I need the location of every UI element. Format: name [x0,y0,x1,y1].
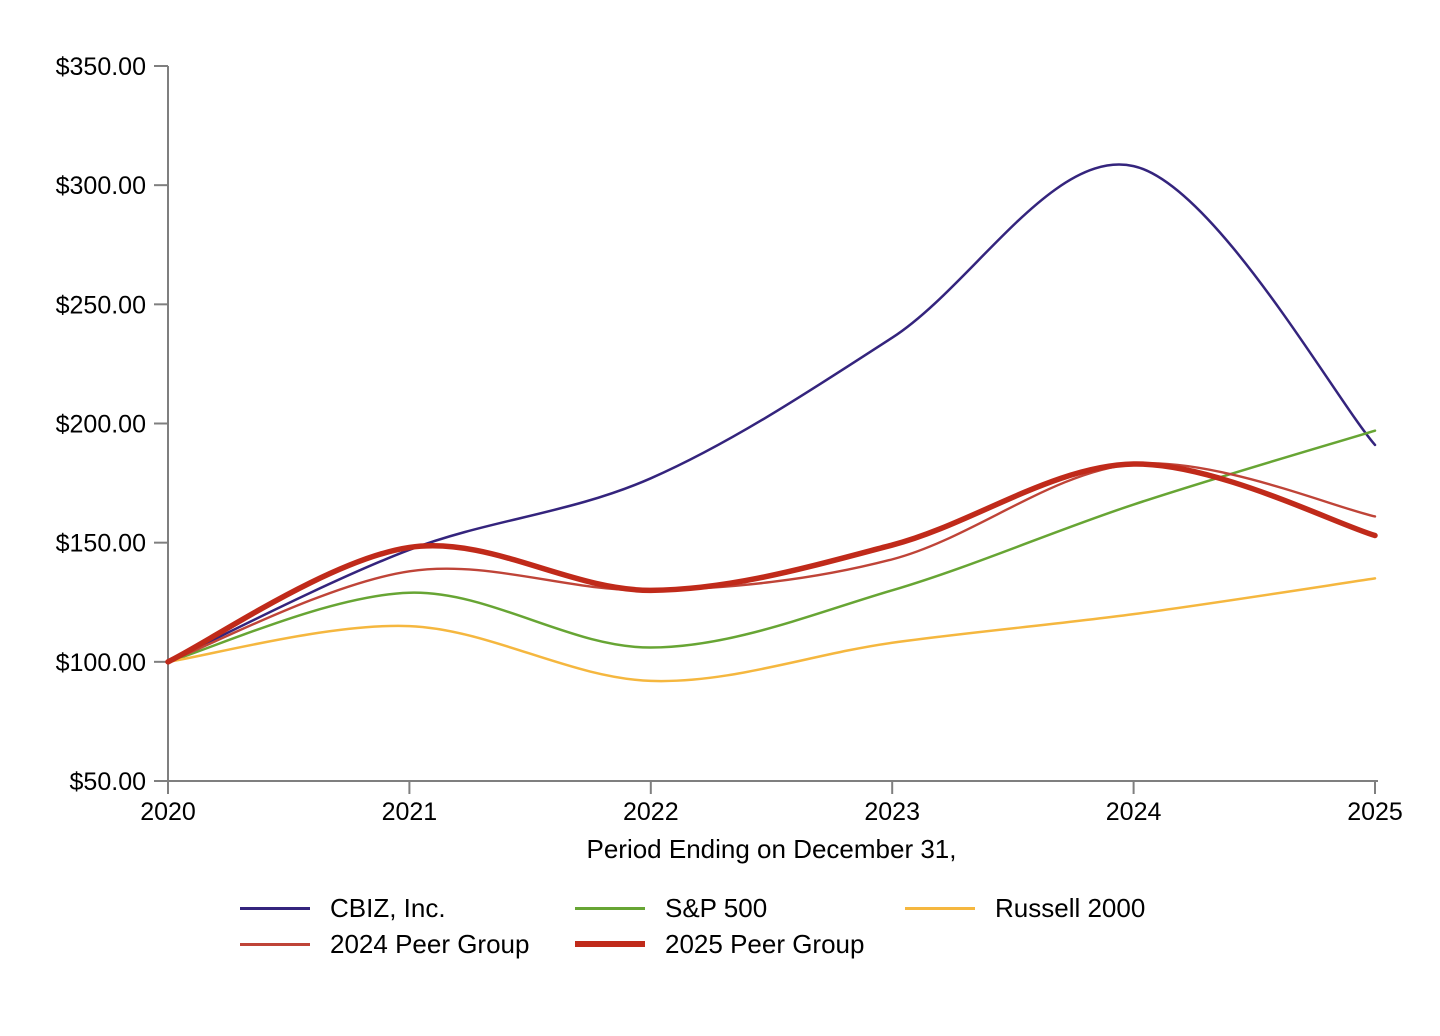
series-line-sp500 [166,429,1377,664]
series-group [165,163,1378,683]
x-tick-label: 2022 [623,798,679,826]
y-tick-label: $250.00 [56,291,146,319]
legend-item-russell-2000: Russell 2000 [905,893,1325,923]
legend-swatch-cbiz [240,906,310,910]
y-tick-label: $350.00 [56,53,146,81]
legend-swatch-russell-2000 [905,906,975,910]
legend-label-russell-2000: Russell 2000 [995,892,1146,923]
legend-label-cbiz: CBIZ, Inc. [330,892,446,923]
legend-item-sp500: S&P 500 [575,893,905,923]
x-tick-label: 2023 [864,798,920,826]
legend-swatch-peer-group-2024 [240,942,310,946]
legend-label-peer-group-2024: 2024 Peer Group [330,928,530,959]
y-tick-label: $200.00 [56,411,146,439]
y-tick-label: $150.00 [56,530,146,558]
legend-item-peer-group-2025: 2025 Peer Group [575,929,905,959]
x-tick-label: 2025 [1347,798,1403,826]
x-axis-title: Period Ending on December 31, [586,834,957,864]
legend-swatch-sp500 [575,906,645,910]
legend-item-peer-group-2024: 2024 Peer Group [240,929,575,959]
chart-legend: CBIZ, Inc. S&P 500 Russell 2000 2024 Peer G… [240,893,1325,959]
x-tick-label: 2020 [140,798,196,826]
x-tick-label: 2024 [1106,798,1162,826]
y-tick-label: $50.00 [70,768,146,796]
y-tick-label: $100.00 [56,649,146,677]
legend-label-peer-group-2025: 2025 Peer Group [665,928,865,959]
series-line-peer-group-2025 [165,461,1378,665]
y-tick-label: $300.00 [56,172,146,200]
series-line-russell-2000 [166,577,1377,683]
legend-swatch-peer-group-2025 [575,941,645,947]
axes [154,65,1378,794]
x-tick-label: 2021 [382,798,438,826]
performance-chart: $50.00 $100.00 $150.00 $200.00 $250.00 $300.0… [56,53,1403,826]
legend-label-sp500: S&P 500 [665,892,768,923]
legend-item-cbiz: CBIZ, Inc. [240,893,575,923]
series-line-cbiz [166,163,1377,664]
